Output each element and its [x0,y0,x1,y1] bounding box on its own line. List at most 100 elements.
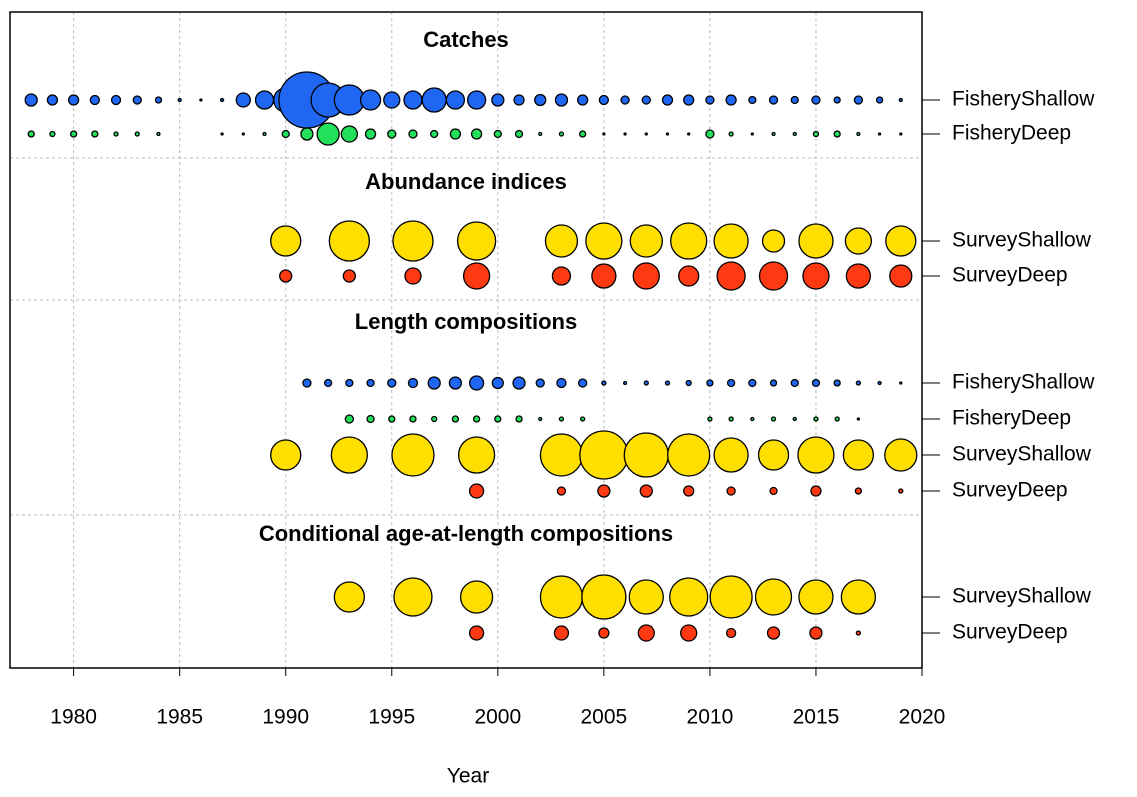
bubble [833,96,841,104]
bubble [46,94,59,106]
bubble [758,261,789,291]
panel-title: Conditional age-at-length compositions [259,521,673,546]
bubble [262,131,267,137]
bubble [585,222,623,260]
bubble [771,131,776,137]
bubble [713,437,749,473]
bubble [813,416,819,422]
bubble [853,95,864,105]
bubble [387,378,397,388]
bubble [620,95,630,105]
bubble [761,229,786,253]
bubble [812,130,820,138]
bubble [628,579,664,615]
bubble [491,93,505,107]
bubble [538,131,543,137]
bubble [132,95,142,105]
bubble [845,263,872,289]
bubble [535,378,545,388]
bubble [706,379,714,387]
bubble [579,130,587,138]
bubble [556,486,567,496]
bubble [678,265,700,287]
bubble [661,94,674,106]
bubble [840,579,877,615]
bubble [728,416,734,422]
bubble [725,94,737,106]
bubble [514,129,524,139]
bubble [556,377,567,389]
bubble [856,417,861,421]
bubble [639,484,653,498]
bubble [629,224,663,258]
bubble [457,436,496,474]
series-label: SurveyDeep [952,479,1068,502]
bubble [333,84,365,116]
bubble [798,579,834,615]
bubble [323,378,333,388]
bubble [597,484,611,498]
bubble [513,94,525,106]
x-axis-label: Year [447,765,489,788]
bubble [49,130,56,138]
bubble [387,129,397,139]
bubble [154,96,163,104]
bubble [449,128,462,140]
x-tick-label: 1980 [50,706,97,729]
bubble [468,375,485,391]
bubble [877,132,882,136]
bubble [685,379,692,387]
bubble [842,439,875,471]
bubble [725,627,737,639]
bubble [451,415,460,423]
bubble [512,376,526,390]
bubble [456,221,497,261]
bubble [898,488,904,494]
bubble [359,89,382,111]
bubble [834,416,840,422]
bubble [468,625,485,641]
x-tick-label: 1985 [156,706,203,729]
bubble [270,225,302,257]
bubble [754,578,793,616]
panel-title: Catches [423,27,509,52]
series-label: FisheryDeep [952,407,1071,430]
bubble [69,130,78,138]
bubble [199,98,203,102]
bubble [89,94,100,106]
bubble [300,127,314,141]
bubble [643,380,649,386]
bubble [769,486,778,496]
bubble [468,483,485,499]
bubble [366,378,375,388]
bubble [539,575,584,619]
bubble [393,577,433,617]
bubble [408,129,418,139]
bubble [470,128,483,140]
series-label: SurveyShallow [952,229,1092,252]
bubble [330,436,368,474]
bubble [667,433,711,477]
bubble [885,225,917,257]
bubble [427,376,441,390]
bubble [683,94,695,106]
bubble [601,380,607,386]
bubble [431,415,438,423]
bubble [790,95,799,105]
bubble [407,377,419,389]
bubble [241,132,245,136]
series-label: SurveyDeep [952,621,1068,644]
bubble [622,380,628,386]
bubble [472,415,481,423]
bubble [670,222,708,260]
bubble [27,130,35,138]
bubble [899,381,903,385]
bubble [598,627,610,639]
bubble [270,439,302,471]
bubble [134,131,140,137]
bubble [404,267,422,285]
series-label: FisheryShallow [952,371,1095,394]
series-label: FisheryDeep [952,122,1071,145]
bubble [344,414,354,424]
bubble [110,94,122,106]
